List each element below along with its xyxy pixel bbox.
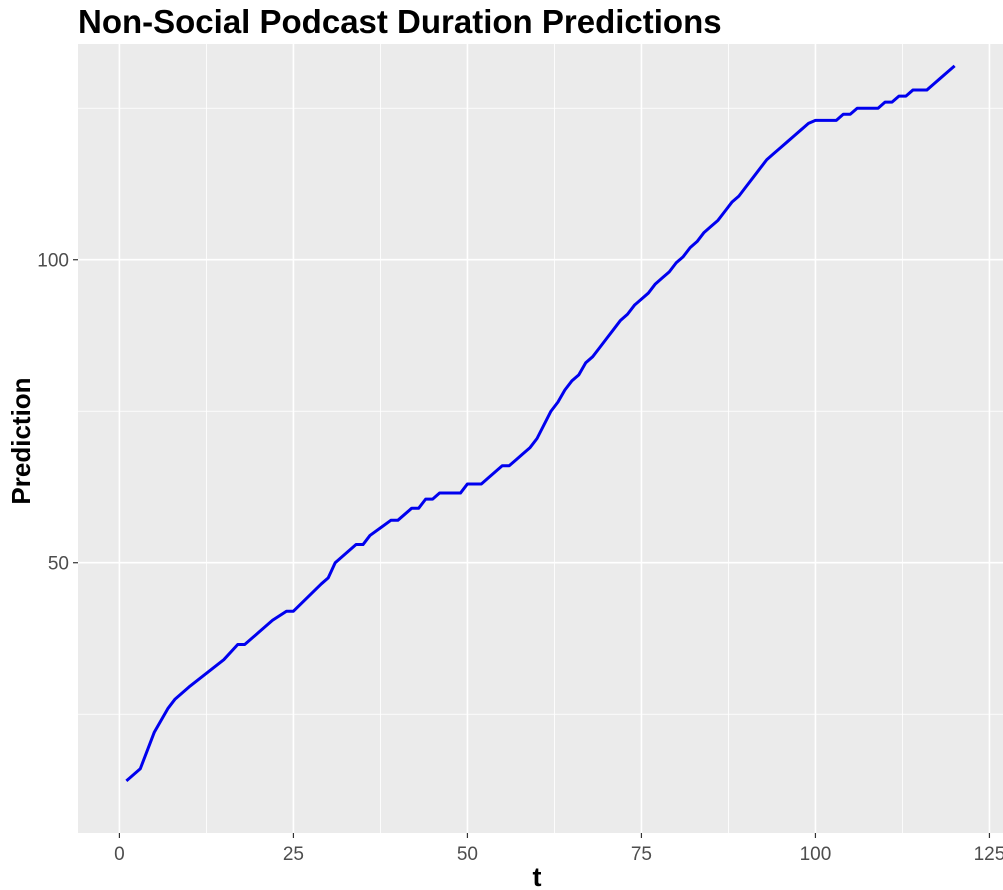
x-tick-label: 25 <box>283 844 304 865</box>
y-tick-label: 50 <box>48 554 69 575</box>
x-tick-label: 100 <box>800 844 832 865</box>
series-layer <box>125 64 956 783</box>
minor-gridlines <box>78 44 1003 833</box>
x-tick-label: 50 <box>457 844 478 865</box>
x-axis: 0 25 50 75 100 125 <box>114 833 1003 865</box>
major-gridlines <box>78 44 1003 833</box>
x-tick-label: 75 <box>631 844 652 865</box>
plot-panel <box>78 44 1003 833</box>
series-line-prediction <box>125 64 956 783</box>
y-axis: 50 100 <box>37 251 78 575</box>
x-tick-label: 125 <box>974 844 1003 865</box>
y-axis-title: Prediction <box>6 377 36 504</box>
y-tick-label: 100 <box>37 251 69 272</box>
x-tick-label: 0 <box>114 844 125 865</box>
x-axis-title: t <box>533 862 542 890</box>
chart-title: Non-Social Podcast Duration Predictions <box>78 3 722 40</box>
